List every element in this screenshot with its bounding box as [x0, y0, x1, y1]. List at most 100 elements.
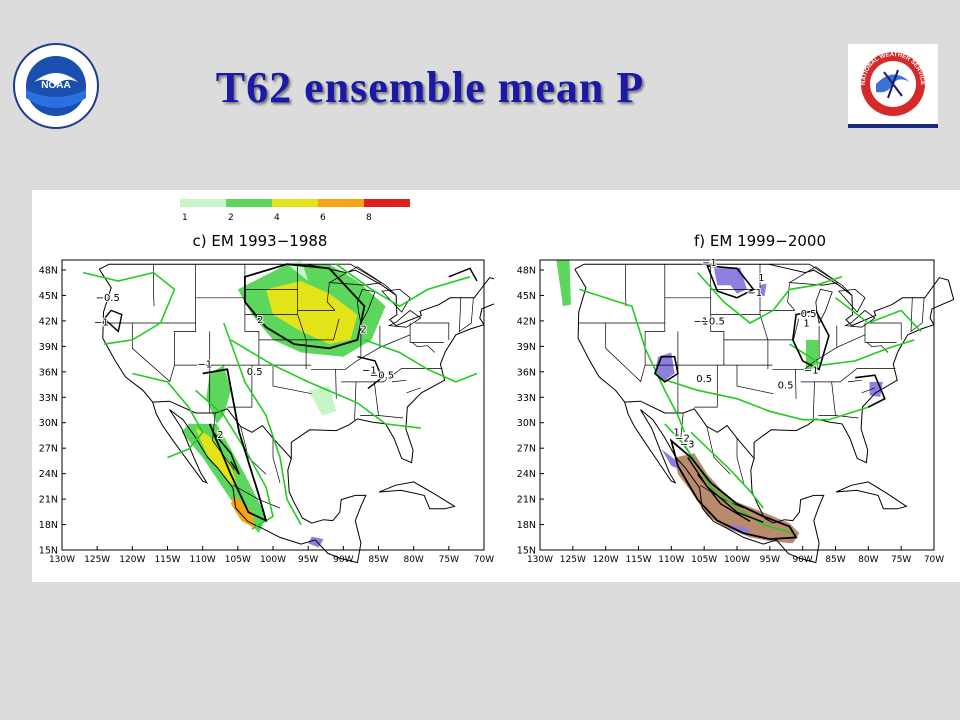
x-tick-label: 115W [625, 555, 651, 565]
state-boundary [412, 342, 436, 353]
x-tick-label: 130W [49, 555, 75, 565]
map-panel-left: c) EM 1993−1988 −0.5−1 22−10.5 −1−0.5248N4… [39, 232, 494, 565]
color-legend: 1 2 4 6 8 [180, 199, 410, 222]
contour-label: 0.5 [801, 309, 817, 320]
y-tick-label: 48N [39, 266, 58, 277]
state-boundary [391, 379, 407, 383]
anomaly-shade-purple [714, 267, 747, 294]
contour-green [664, 423, 794, 534]
y-tick-label: 36N [39, 367, 58, 378]
slide-title: T62 ensemble mean P [215, 63, 645, 112]
contour-green [697, 272, 843, 324]
x-tick-label: 115W [154, 555, 180, 565]
x-tick-label: 75W [891, 555, 911, 565]
contour-label: −0.5 [370, 371, 394, 382]
state-boundary [640, 264, 666, 382]
canada-border [768, 263, 853, 296]
anomaly-shade-purple [759, 283, 767, 297]
nws-logo: NATIONAL WEATHER SERVICE [848, 44, 938, 128]
x-tick-label: 80W [858, 555, 878, 565]
mexico-state-boundary [700, 485, 744, 509]
x-tick-label: 130W [527, 555, 553, 565]
state-boundary [378, 415, 404, 419]
state-boundary [341, 368, 443, 383]
contour-label: −1 [694, 317, 709, 328]
x-tick-label: 105W [225, 555, 251, 565]
y-tick-label: 15N [39, 546, 58, 557]
anomaly-shade-purple [661, 449, 682, 471]
x-tick-label: 110W [190, 555, 216, 565]
y-tick-label: 33N [517, 393, 536, 404]
x-tick-label: 125W [560, 555, 586, 565]
anomaly-shade-green [806, 339, 819, 370]
state-boundary [625, 264, 627, 307]
cuba-outline [835, 481, 908, 510]
y-tick-label: 30N [39, 418, 58, 429]
y-tick-label: 21N [39, 495, 58, 506]
contour-label: 1 [758, 273, 764, 284]
y-tick-label: 45N [517, 291, 536, 302]
legend-swatch [272, 199, 318, 207]
x-tick-label: 90W [333, 555, 353, 565]
contour-green [835, 297, 922, 332]
lake-huron-outline [837, 288, 866, 313]
contour-green [335, 263, 471, 308]
contour-label: −2 [675, 434, 690, 445]
mexico-outline [624, 401, 825, 564]
x-tick-label: 105W [691, 555, 717, 565]
state-boundary [311, 334, 411, 370]
us-outline [574, 263, 955, 464]
contour-label: 0.5 [778, 381, 794, 392]
contour-black [244, 263, 366, 350]
state-boundary [847, 379, 862, 383]
contour-black [697, 473, 751, 523]
contour-black [791, 309, 830, 371]
contour-green [132, 372, 204, 459]
legend-swatch [364, 199, 410, 207]
mexico-state-boundary [736, 438, 744, 483]
lake-superior-outline [788, 266, 840, 286]
contour-black [202, 368, 268, 523]
y-tick-label: 18N [39, 520, 58, 531]
state-boundary [227, 365, 253, 408]
x-tick-label: 85W [368, 555, 388, 565]
cuba-outline [379, 481, 456, 510]
mexico-outline [152, 401, 367, 564]
contour-label: 2 [217, 430, 223, 441]
contour-green [690, 431, 764, 509]
contour-black [103, 309, 123, 333]
us-outline [98, 263, 494, 464]
contour-black [706, 264, 755, 299]
x-tick-label: 70W [924, 555, 944, 565]
contour-label: −1 [747, 288, 762, 299]
state-boundary [812, 381, 815, 421]
state-boundary [736, 365, 774, 395]
state-boundary [153, 264, 155, 307]
state-boundary [710, 264, 725, 366]
noaa-logo-text: NOAA [41, 80, 70, 91]
contour-green [195, 389, 274, 530]
contour-green [230, 339, 421, 429]
contour-label: −3 [680, 439, 695, 450]
legend-level-label: 4 [274, 213, 280, 222]
noaa-logo: NOAA [13, 43, 99, 129]
anomaly-shade-green [556, 260, 571, 307]
x-tick-label: 100W [260, 555, 286, 565]
panel-title-left: c) EM 1993−1988 [193, 232, 328, 250]
contour-black [855, 374, 886, 408]
map-panel-right: f) EM 1999−2000 −11−1−1−0.50.51−10.50.51… [517, 232, 955, 565]
contour-label: −1 [804, 365, 819, 376]
contour-black [212, 431, 240, 475]
state-boundary [861, 387, 876, 394]
legend-swatch [318, 199, 364, 207]
y-tick-label: 18N [517, 520, 536, 531]
contour-label: −1 [362, 365, 377, 376]
state-boundary [818, 381, 836, 416]
state-boundary [787, 283, 796, 311]
legend-level-label: 6 [320, 213, 326, 222]
anomaly-shade-purple [654, 352, 675, 381]
lake-superior-outline [327, 266, 383, 286]
state-boundary [864, 323, 897, 343]
state-boundary [694, 365, 718, 408]
